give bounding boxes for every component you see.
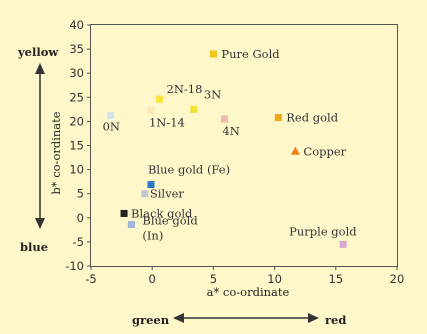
y-tick-label: -5 xyxy=(73,235,84,249)
x-direction-arrow xyxy=(173,313,319,323)
data-points: Pure Gold 2N-18 1N-14 3N 4N 0N Red gold Copper B… xyxy=(103,47,357,248)
x-direction-positive-label: red xyxy=(325,313,346,327)
point-2n-18 xyxy=(156,95,164,103)
y-tick-label: -10 xyxy=(65,259,84,273)
point-silver xyxy=(141,190,149,198)
point-label-blue-gold-fe: Blue gold (Fe) xyxy=(148,163,230,177)
point-label-copper: Copper xyxy=(303,144,346,158)
point-0n xyxy=(107,112,115,120)
x-tick-label: 15 xyxy=(328,272,343,286)
point-4n xyxy=(220,115,228,123)
y-tick-label: 10 xyxy=(69,163,84,177)
point-pure-gold xyxy=(209,50,217,58)
point-copper xyxy=(290,146,300,155)
point-black-gold xyxy=(120,209,128,217)
y-tick-label: 40 xyxy=(69,18,84,32)
y-tick-label: 25 xyxy=(69,90,84,104)
point-label-red-gold: Red gold xyxy=(286,111,338,125)
point-label-0n: 0N xyxy=(103,120,120,134)
y-tick-label: 20 xyxy=(69,114,84,128)
point-label-silver: Silver xyxy=(150,187,185,201)
point-label-black-gold: Black gold xyxy=(131,206,193,220)
x-tick-label: 5 xyxy=(210,272,217,286)
point-label-purple-gold: Purple gold xyxy=(289,224,357,238)
y-tick-label: 15 xyxy=(69,139,84,153)
y-direction-positive-label: yellow xyxy=(17,45,59,59)
x-tick-label: 10 xyxy=(267,272,282,286)
x-tick-label: -5 xyxy=(85,272,96,286)
point-label-blue-gold-in: Blue gold (In) xyxy=(142,214,198,243)
x-tick-label: 20 xyxy=(390,272,405,286)
point-label-3n: 3N xyxy=(204,87,221,101)
point-label-2n-18: 2N-18 xyxy=(167,82,203,96)
point-red-gold xyxy=(274,114,282,122)
point-label-pure-gold: Pure Gold xyxy=(221,47,280,61)
point-purple-gold xyxy=(339,240,347,248)
y-direction-arrow xyxy=(35,63,45,229)
y-tick-label: 0 xyxy=(77,211,84,225)
x-tick-label: 0 xyxy=(149,272,156,286)
point-label-4n: 4N xyxy=(222,124,239,138)
point-blue-gold-fe xyxy=(147,181,155,189)
x-direction-negative-label: green xyxy=(132,313,170,327)
point-1n-14 xyxy=(147,106,155,114)
y-tick-label: 5 xyxy=(77,187,84,201)
point-blue-gold-in xyxy=(127,221,135,229)
y-direction-negative-label: blue xyxy=(20,240,48,254)
y-tick-label: 30 xyxy=(69,66,84,80)
point-label-1n-14: 1N-14 xyxy=(149,115,185,129)
y-axis-title: b* co-ordinate xyxy=(49,111,63,194)
point-3n xyxy=(190,105,198,113)
y-tick-label: 35 xyxy=(69,42,84,56)
x-axis-title: a* co-ordinate xyxy=(207,285,290,299)
